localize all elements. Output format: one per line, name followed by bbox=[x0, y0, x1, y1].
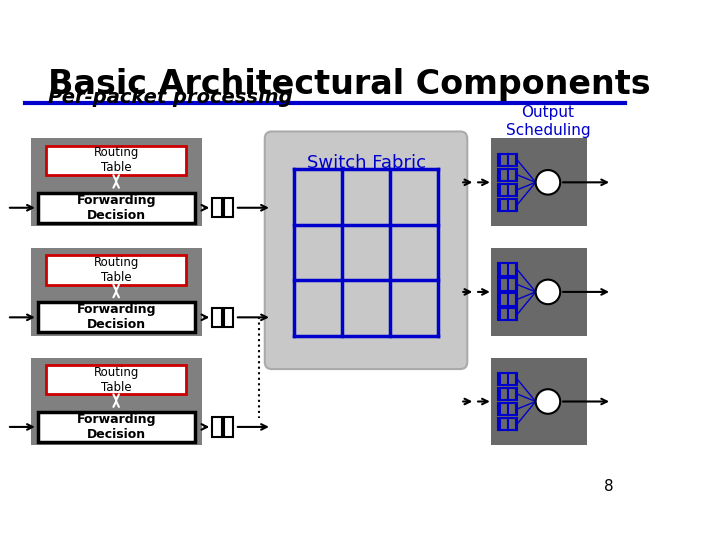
FancyBboxPatch shape bbox=[491, 138, 588, 226]
Text: Forwarding
Decision: Forwarding Decision bbox=[76, 413, 156, 441]
FancyBboxPatch shape bbox=[223, 198, 233, 218]
Circle shape bbox=[536, 280, 560, 304]
FancyBboxPatch shape bbox=[31, 248, 202, 336]
Text: Output
Scheduling: Output Scheduling bbox=[505, 105, 590, 138]
Text: 8: 8 bbox=[604, 478, 613, 494]
FancyBboxPatch shape bbox=[47, 364, 186, 395]
Text: Routing
Table: Routing Table bbox=[94, 366, 139, 394]
Text: Forwarding
Decision: Forwarding Decision bbox=[76, 194, 156, 222]
FancyBboxPatch shape bbox=[265, 131, 467, 369]
Text: Forwarding
Decision: Forwarding Decision bbox=[76, 303, 156, 332]
FancyBboxPatch shape bbox=[47, 255, 186, 285]
FancyBboxPatch shape bbox=[223, 308, 233, 327]
Text: Per-packet processing: Per-packet processing bbox=[48, 87, 293, 106]
FancyBboxPatch shape bbox=[223, 417, 233, 436]
FancyBboxPatch shape bbox=[37, 412, 194, 442]
FancyBboxPatch shape bbox=[212, 308, 222, 327]
FancyBboxPatch shape bbox=[37, 193, 194, 222]
FancyBboxPatch shape bbox=[212, 417, 222, 436]
FancyBboxPatch shape bbox=[37, 302, 194, 332]
FancyBboxPatch shape bbox=[47, 145, 186, 176]
FancyBboxPatch shape bbox=[491, 357, 588, 446]
FancyBboxPatch shape bbox=[31, 357, 202, 446]
Text: Routing
Table: Routing Table bbox=[94, 256, 139, 284]
FancyBboxPatch shape bbox=[212, 198, 222, 218]
FancyBboxPatch shape bbox=[491, 248, 588, 336]
Circle shape bbox=[536, 170, 560, 194]
Text: Basic Architectural Components: Basic Architectural Components bbox=[48, 69, 651, 102]
FancyBboxPatch shape bbox=[31, 138, 202, 226]
Circle shape bbox=[536, 389, 560, 414]
Text: Switch Fabric: Switch Fabric bbox=[307, 154, 426, 172]
Text: Routing
Table: Routing Table bbox=[94, 146, 139, 174]
